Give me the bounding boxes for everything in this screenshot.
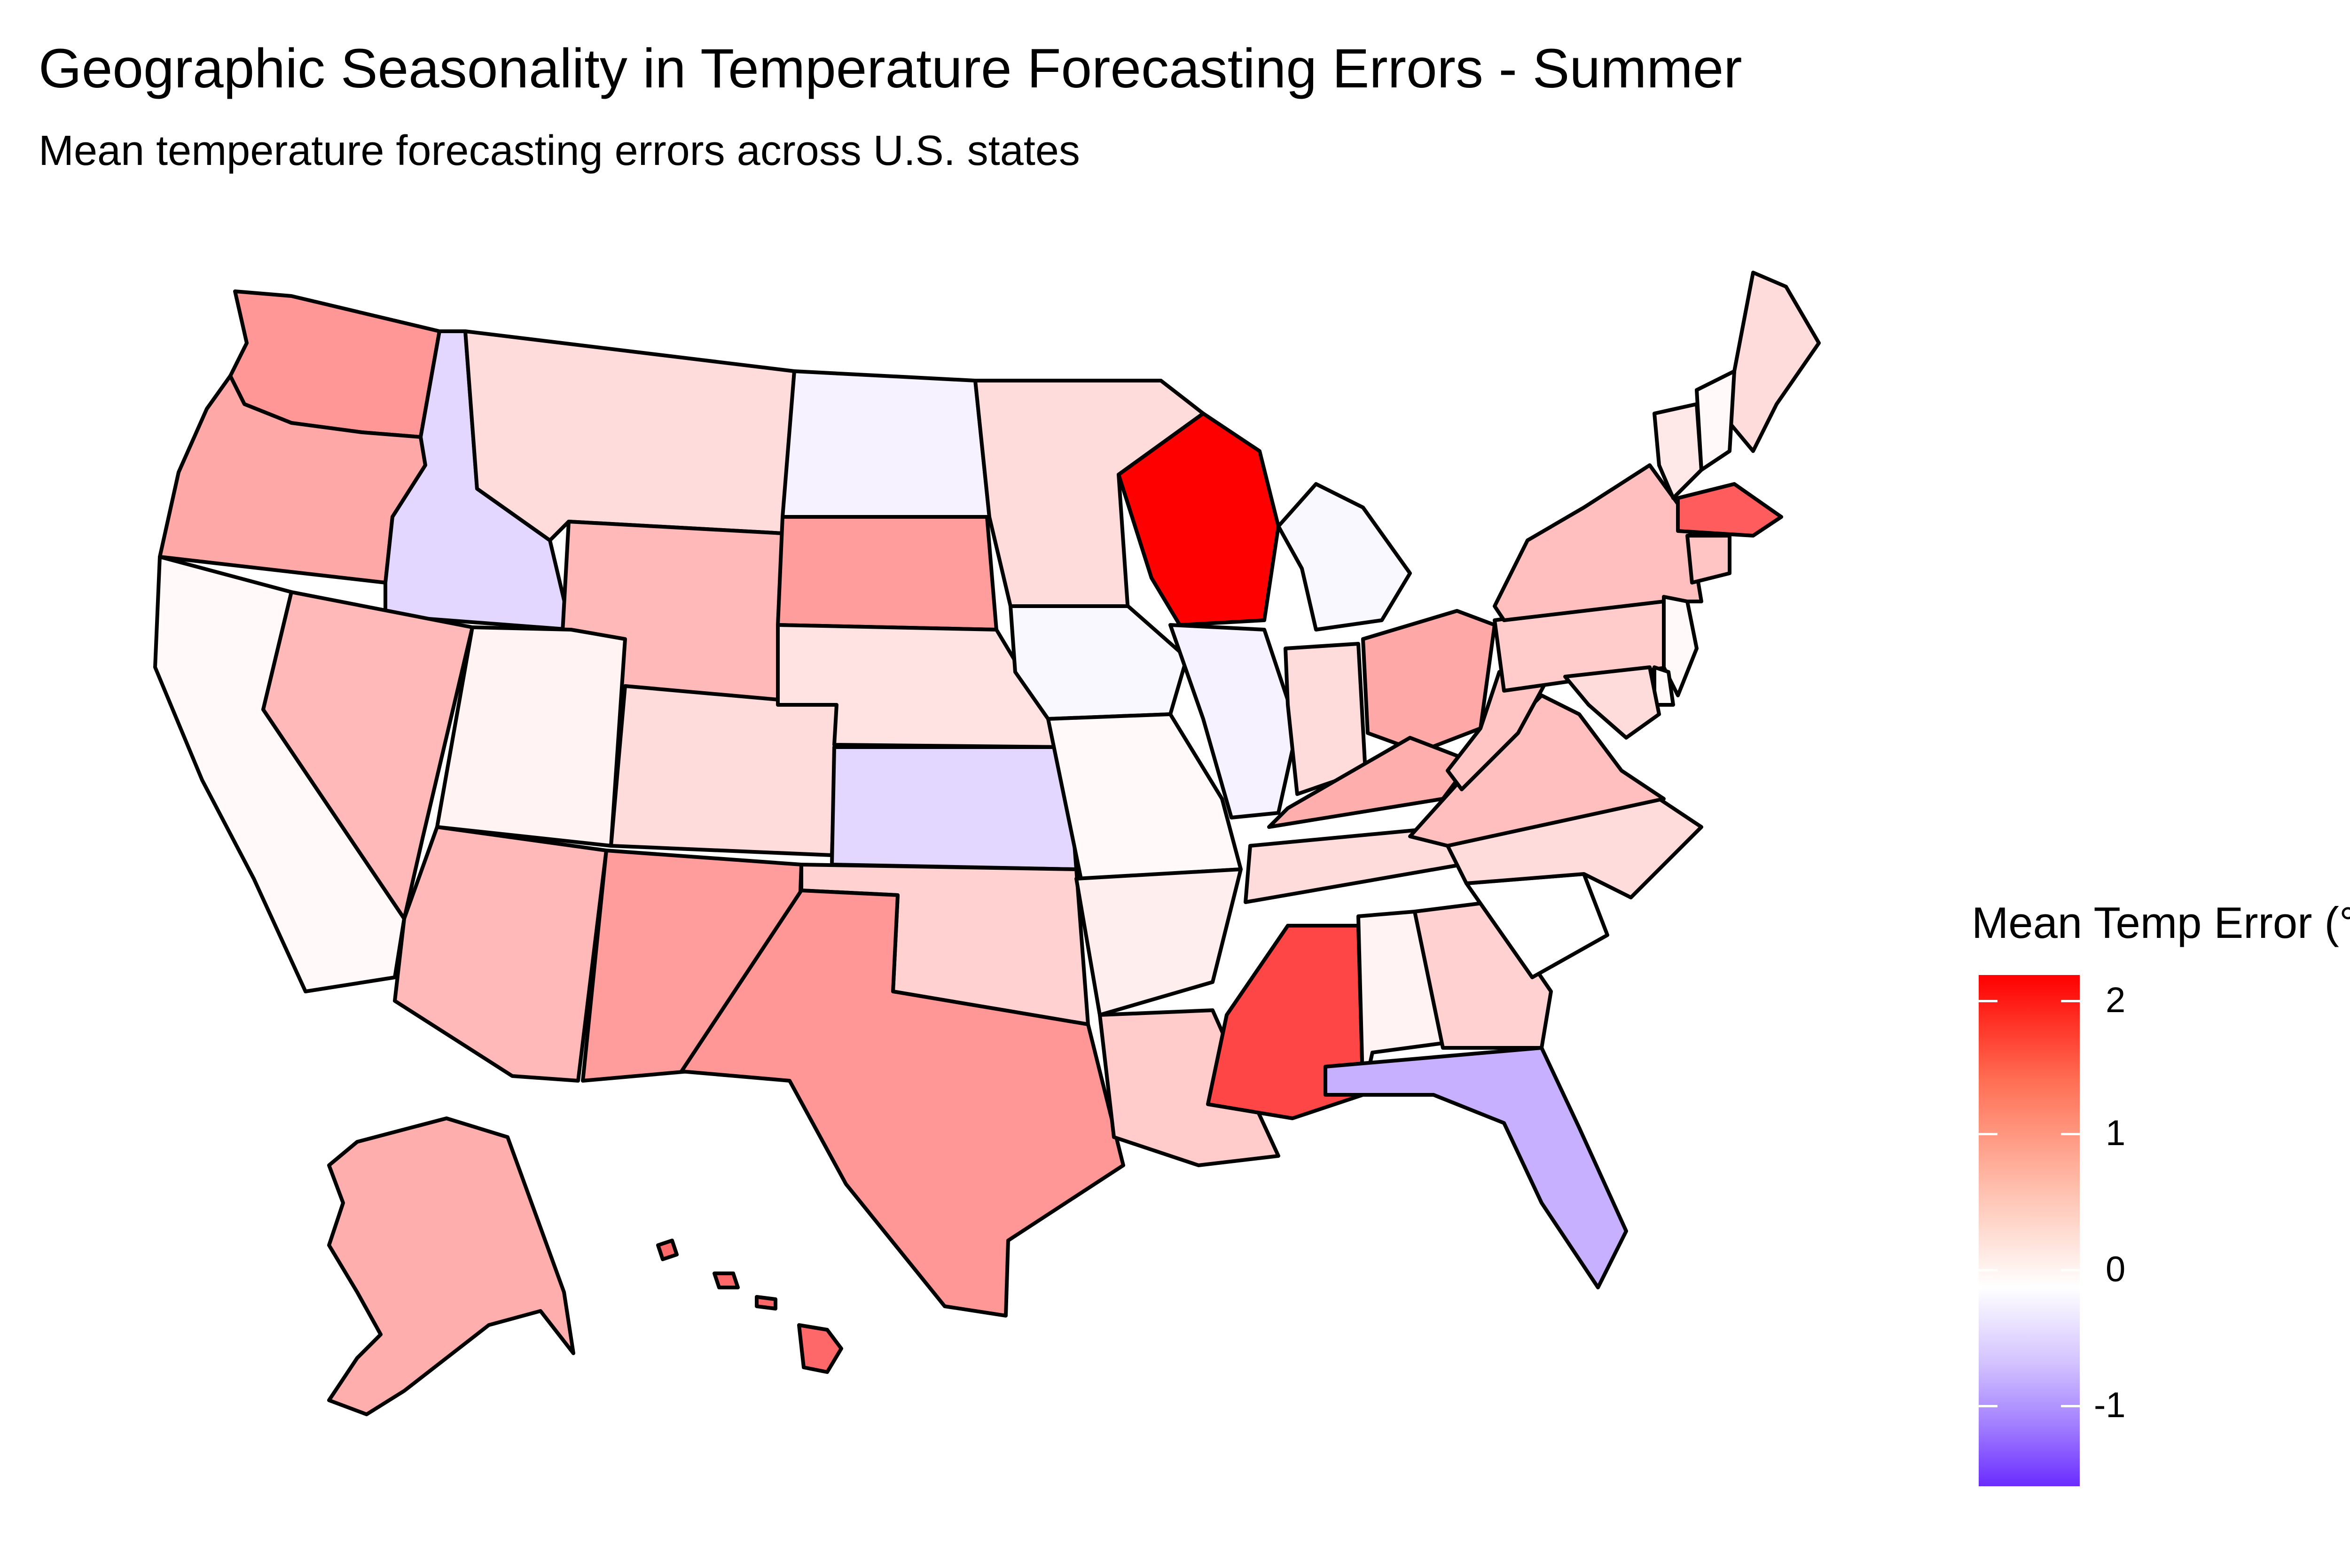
state-hawaii-island [656,1239,679,1261]
state-iowa [1009,604,1189,721]
legend-tick-label: -1 [2094,1385,2126,1425]
state-florida [1324,1046,1628,1289]
state-illinois [1168,623,1299,819]
state-south-dakota [776,515,998,632]
legend-tick-label: 1 [2106,1113,2126,1153]
state-utah [435,625,627,848]
legend-tick-label: 0 [2106,1249,2126,1289]
chart-title: Geographic Seasonality in Temperature Fo… [39,38,1742,100]
state-hawaii [797,1323,843,1374]
state-nevada [261,590,474,921]
state-alaska [327,1116,575,1416]
state-new-jersey [1662,595,1699,697]
legend-tick [1979,1269,1998,1272]
state-michigan [1277,482,1412,632]
state-montana [463,329,796,542]
state-ohio [1361,609,1496,754]
state-north-dakota [781,369,991,519]
state-kansas [830,745,1078,871]
legend-tick [2061,1269,2080,1272]
legend-tick-label: 2 [2106,980,2126,1020]
state-arizona [393,825,608,1083]
chart-subtitle: Mean temperature forecasting errors acro… [39,127,1080,174]
state-wisconsin [1117,412,1280,627]
legend-color-bar [1979,975,2080,1486]
legend-tick [2061,1405,2080,1407]
state-georgia [1413,900,1553,1050]
state-hawaii-island [713,1272,740,1289]
state-minnesota [973,379,1205,613]
legend-tick [1979,1133,1998,1135]
state-massachusetts [1676,482,1783,538]
state-hawaii-island [755,1295,777,1311]
state-vermont [1653,402,1703,500]
state-texas [680,889,1125,1318]
state-colorado [609,684,838,857]
state-maine [1728,271,1821,453]
state-connecticut [1685,534,1731,585]
state-nebraska [776,623,1069,749]
legend-tick [2061,1133,2080,1135]
state-louisiana [1098,1008,1280,1167]
legend-tick [1979,1000,1998,1002]
state-new-hampshire [1695,369,1736,472]
legend-title: Mean Temp Error (°F) [1972,898,2350,947]
state-missouri [1046,712,1243,881]
state-maryland [1563,665,1661,740]
state-arkansas [1074,867,1243,1017]
legend-tick [2061,1000,2080,1002]
legend-tick [1979,1405,1998,1407]
